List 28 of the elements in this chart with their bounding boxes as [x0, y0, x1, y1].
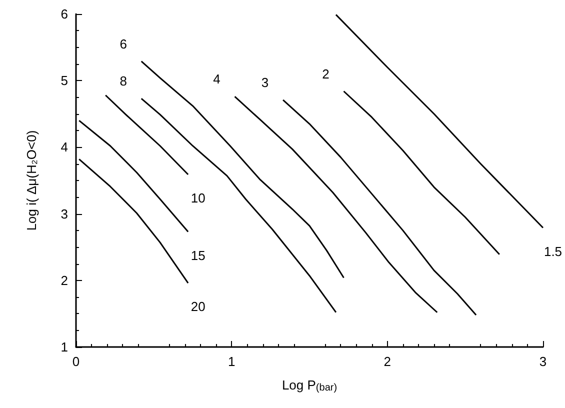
line-series	[234, 96, 438, 314]
line-series	[342, 90, 500, 256]
line-series	[104, 94, 189, 176]
line-series	[78, 120, 189, 233]
line-series	[140, 98, 337, 314]
x-tick-label: 2	[384, 354, 391, 369]
y-tick-label: 5	[60, 73, 68, 88]
x-tick-label: 3	[539, 354, 547, 369]
y-axis-title: Log i( Δμ(H₂O<0)	[24, 130, 39, 231]
y-tick-label: 4	[60, 140, 68, 155]
y-tick-label: 1	[60, 340, 68, 354]
series-label: 3	[261, 74, 269, 90]
series-label: 20	[190, 299, 206, 314]
y-tick-label: 6	[60, 6, 68, 22]
line-series	[335, 14, 544, 229]
y-tick-label: 3	[60, 206, 68, 222]
series-label: 6	[120, 36, 127, 52]
line-series	[140, 60, 344, 278]
line-series	[282, 99, 477, 316]
series-label: 10	[190, 190, 206, 206]
series-label: 2	[322, 66, 330, 82]
y-tick-label: 2	[60, 272, 68, 288]
series-label: 15	[190, 248, 206, 263]
x-tick-label: 0	[72, 354, 80, 369]
series-label: 8	[120, 74, 127, 89]
x-tick-label: 1	[228, 354, 236, 369]
series-label: 1.5	[544, 244, 562, 259]
series-label: 4	[213, 72, 220, 87]
